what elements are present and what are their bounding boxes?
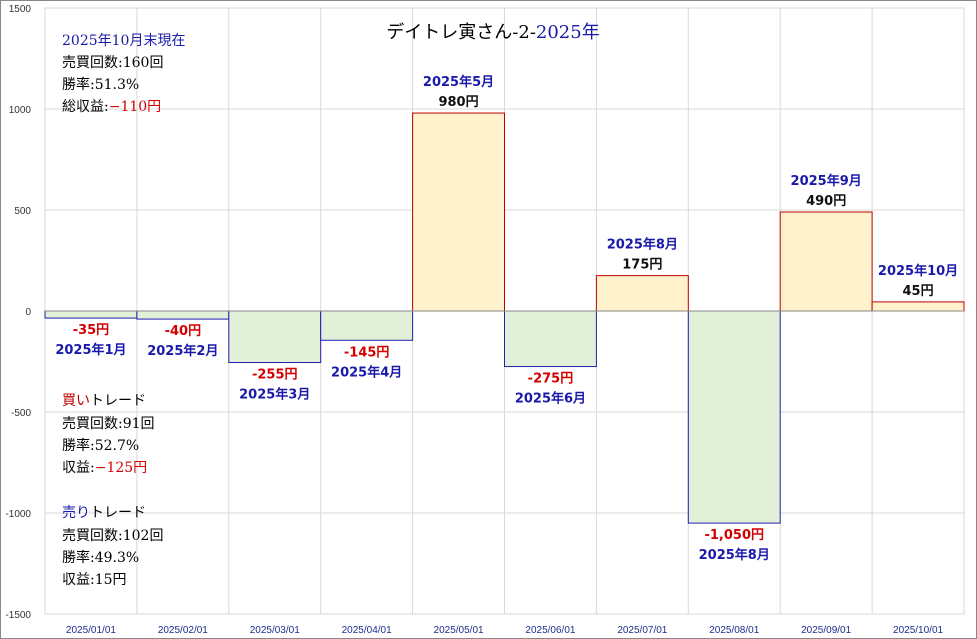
bar-month-label: 2025年2月 — [147, 343, 218, 359]
bar-month-label: 2025年10月 — [878, 263, 958, 279]
data-labels: -35円 2025年1月 -40円 2025年2月 -255円 2025年3月 -145円 2… — [55, 74, 958, 563]
sell-heading-main: 売り — [62, 505, 90, 521]
x-tick-label: 2025/02/01 — [158, 625, 208, 636]
sell-trade-box: 売りトレード 売買回数:102回 勝率:49.3% 収益:15円 — [62, 505, 163, 588]
y-tick-label: 0 — [25, 307, 31, 318]
x-tick-label: 2025/10/01 — [893, 625, 943, 636]
bar — [779, 211, 873, 312]
bar — [687, 310, 781, 524]
summary-trades: 売買回数:160回 — [62, 55, 163, 71]
gridlines — [44, 7, 965, 615]
y-tick-label: -1500 — [5, 610, 31, 621]
summary-profit-label: 総収益: — [62, 99, 109, 115]
x-tick-label: 2025/04/01 — [342, 625, 392, 636]
sell-heading: 売りトレード — [62, 505, 146, 521]
x-tick-label: 2025/05/01 — [434, 625, 484, 636]
y-tick-label: 1500 — [9, 4, 32, 15]
bar — [320, 310, 414, 341]
y-tick-label: -1000 — [5, 509, 31, 520]
buy-heading-rest: トレード — [90, 393, 146, 409]
summary-heading: 2025年10月末現在 — [62, 33, 185, 49]
y-tick-label: 500 — [14, 206, 31, 217]
bar — [136, 310, 230, 320]
bar-value-label: 490円 — [806, 194, 846, 209]
chart-title: デイトレ寅さん-2-2025年 — [386, 22, 599, 43]
y-tick-label: -500 — [11, 408, 31, 419]
bar-month-label: 2025年3月 — [239, 387, 310, 403]
bar-month-label: 2025年8月 — [699, 547, 770, 563]
bar-value-label: -255円 — [252, 368, 298, 383]
title-year: 2025年 — [536, 22, 600, 43]
sell-profit-value: 15円 — [95, 572, 127, 588]
x-tick-label: 2025/01/01 — [66, 625, 116, 636]
bar-month-label: 2025年4月 — [331, 364, 402, 380]
bar-value-label: -35円 — [73, 323, 110, 338]
buy-winrate: 勝率:52.7% — [62, 437, 139, 454]
bar — [44, 310, 138, 319]
summary-box: 2025年10月末現在 売買回数:160回 勝率:51.3% 総収益:−110円 — [62, 33, 185, 115]
summary-profit: 総収益:−110円 — [62, 99, 161, 115]
buy-trades: 売買回数:91回 — [62, 416, 155, 432]
bar-month-label: 2025年9月 — [791, 173, 862, 189]
x-tick-label: 2025/06/01 — [525, 625, 575, 636]
bar-month-label: 2025年6月 — [515, 391, 586, 407]
buy-profit-value: −125円 — [95, 460, 147, 476]
bar-value-label: 45円 — [903, 284, 934, 299]
summary-profit-value: −110円 — [109, 99, 161, 115]
buy-profit: 収益:−125円 — [62, 460, 147, 476]
bar-month-label: 2025年8月 — [607, 237, 678, 253]
x-tick-label: 2025/09/01 — [801, 625, 851, 636]
bar — [504, 310, 597, 368]
sell-profit-label: 収益: — [62, 572, 95, 588]
sell-winrate: 勝率:49.3% — [62, 549, 139, 566]
x-tick-label: 2025/08/01 — [709, 625, 759, 636]
x-tick-label: 2025/07/01 — [617, 625, 667, 636]
summary-winrate: 勝率:51.3% — [62, 76, 139, 93]
bar-value-label: -275円 — [528, 372, 574, 387]
bar — [595, 275, 689, 312]
sell-heading-rest: トレード — [90, 505, 146, 521]
buy-heading-main: 買い — [62, 393, 90, 409]
x-tick-label: 2025/03/01 — [250, 625, 300, 636]
bar-month-label: 2025年5月 — [423, 74, 494, 90]
sell-profit: 収益:15円 — [62, 572, 127, 588]
axes: 1500 1000 500 0 -500 -1000 -1500 2025/01/01 2025… — [5, 4, 964, 636]
bar-value-label: -1,050円 — [704, 528, 764, 543]
bar — [871, 301, 965, 312]
y-tick-label: 1000 — [9, 105, 32, 116]
title-main: デイトレ寅さん-2- — [386, 22, 536, 43]
bar-value-label: -145円 — [344, 345, 390, 360]
sell-trades: 売買回数:102回 — [62, 528, 163, 544]
buy-trade-box: 買いトレード 売買回数:91回 勝率:52.7% 収益:−125円 — [62, 393, 155, 476]
bars — [44, 112, 965, 524]
buy-heading: 買いトレード — [62, 393, 146, 409]
bar-value-label: 175円 — [622, 258, 662, 273]
bar-month-label: 2025年1月 — [55, 342, 126, 358]
bar — [412, 112, 506, 312]
buy-profit-label: 収益: — [62, 460, 95, 476]
bar — [228, 310, 322, 364]
bar-value-label: -40円 — [165, 324, 202, 339]
bar-value-label: 980円 — [438, 95, 478, 110]
